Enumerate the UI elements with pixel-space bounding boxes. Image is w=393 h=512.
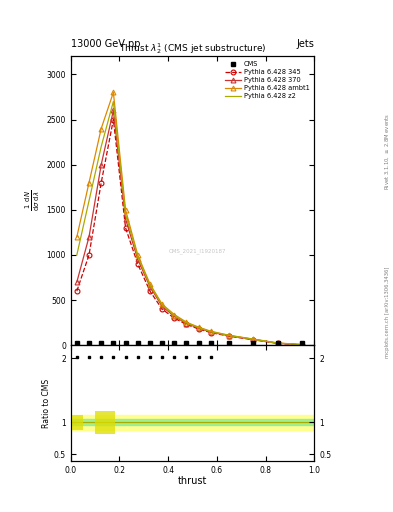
Pythia 6.428 345 (74, 288, 79, 294)
Pythia 6.428 370 (208, 329, 213, 335)
Pythia 6.428 370 (227, 333, 231, 339)
CMS (99, 339, 104, 346)
Line: Pythia 6.428 345: Pythia 6.428 345 (74, 117, 305, 347)
Bar (71, 419, 314, 425)
Bar (71, 415, 83, 430)
Pythia 6.428 z2 (123, 211, 128, 218)
Pythia 6.428 ambt1 (160, 301, 165, 307)
Pythia 6.428 ambt1 (111, 90, 116, 96)
Pythia 6.428 370 (196, 325, 201, 331)
CMS (74, 339, 79, 346)
Pythia 6.428 ambt1 (123, 207, 128, 213)
Pythia 6.428 z2 (99, 143, 104, 150)
Pythia 6.428 345 (172, 315, 177, 321)
Pythia 6.428 ambt1 (136, 252, 140, 258)
CMS (227, 339, 231, 346)
CMS (251, 339, 256, 346)
Line: Pythia 6.428 370: Pythia 6.428 370 (74, 108, 305, 347)
Pythia 6.428 345 (160, 306, 165, 312)
Pythia 6.428 370 (160, 303, 165, 309)
Text: Jets: Jets (297, 38, 314, 49)
Pythia 6.428 ambt1 (275, 340, 280, 346)
Pythia 6.428 370 (148, 284, 152, 290)
Pythia 6.428 z2 (275, 340, 280, 346)
Bar (95, 411, 115, 434)
Pythia 6.428 345 (148, 288, 152, 294)
Pythia 6.428 370 (184, 321, 189, 327)
CMS (86, 339, 91, 346)
Pythia 6.428 ambt1 (148, 281, 152, 287)
Pythia 6.428 z2 (160, 302, 165, 308)
Bar (71, 415, 314, 430)
Pythia 6.428 370 (111, 108, 116, 114)
Pythia 6.428 ambt1 (74, 234, 79, 240)
Pythia 6.428 370 (99, 162, 104, 168)
Line: CMS: CMS (75, 341, 304, 344)
Pythia 6.428 370 (123, 216, 128, 222)
Y-axis label: $\frac{1}{\mathrm{d}\sigma}\frac{\mathrm{d}N}{\mathrm{d}\lambda}$: $\frac{1}{\mathrm{d}\sigma}\frac{\mathrm… (24, 190, 42, 211)
Pythia 6.428 370 (300, 342, 305, 348)
Pythia 6.428 ambt1 (196, 324, 201, 330)
Line: Pythia 6.428 z2: Pythia 6.428 z2 (77, 101, 302, 345)
Text: CMS_2021_I1920187: CMS_2021_I1920187 (169, 249, 226, 254)
Pythia 6.428 ambt1 (172, 311, 177, 317)
Pythia 6.428 345 (136, 261, 140, 267)
CMS (300, 339, 305, 346)
Pythia 6.428 z2 (86, 198, 91, 204)
Pythia 6.428 345 (300, 342, 305, 348)
Legend: CMS, Pythia 6.428 345, Pythia 6.428 370, Pythia 6.428 ambt1, Pythia 6.428 z2: CMS, Pythia 6.428 345, Pythia 6.428 370,… (223, 60, 311, 100)
Pythia 6.428 370 (275, 340, 280, 346)
Text: mcplots.cern.ch [arXiv:1306.3436]: mcplots.cern.ch [arXiv:1306.3436] (385, 266, 389, 358)
Pythia 6.428 345 (251, 337, 256, 343)
Y-axis label: Ratio to CMS: Ratio to CMS (42, 378, 51, 428)
Pythia 6.428 370 (86, 234, 91, 240)
Pythia 6.428 ambt1 (251, 336, 256, 342)
CMS (136, 339, 140, 346)
Pythia 6.428 ambt1 (86, 180, 91, 186)
Pythia 6.428 345 (86, 252, 91, 258)
CMS (123, 339, 128, 346)
Pythia 6.428 z2 (74, 252, 79, 258)
Pythia 6.428 z2 (227, 332, 231, 338)
Pythia 6.428 z2 (196, 325, 201, 331)
CMS (196, 339, 201, 346)
Pythia 6.428 345 (123, 225, 128, 231)
Pythia 6.428 z2 (172, 312, 177, 318)
Pythia 6.428 ambt1 (227, 332, 231, 338)
Line: Pythia 6.428 ambt1: Pythia 6.428 ambt1 (74, 90, 305, 347)
CMS (184, 339, 189, 346)
Pythia 6.428 345 (184, 322, 189, 328)
Pythia 6.428 345 (208, 330, 213, 336)
Pythia 6.428 ambt1 (300, 342, 305, 348)
Text: Rivet 3.1.10, $\geq$ 2.8M events: Rivet 3.1.10, $\geq$ 2.8M events (383, 113, 391, 190)
Title: Thrust $\lambda_2^1$ (CMS jet substructure): Thrust $\lambda_2^1$ (CMS jet substructu… (119, 41, 266, 56)
CMS (172, 339, 177, 346)
Pythia 6.428 z2 (251, 336, 256, 343)
Pythia 6.428 ambt1 (99, 125, 104, 132)
Pythia 6.428 370 (172, 313, 177, 319)
Pythia 6.428 370 (136, 257, 140, 263)
Pythia 6.428 345 (275, 340, 280, 347)
Pythia 6.428 z2 (148, 282, 152, 288)
X-axis label: thrust: thrust (178, 476, 207, 486)
Pythia 6.428 370 (251, 336, 256, 343)
CMS (160, 339, 165, 346)
Pythia 6.428 ambt1 (208, 328, 213, 334)
Pythia 6.428 345 (99, 180, 104, 186)
Pythia 6.428 z2 (184, 320, 189, 326)
Pythia 6.428 345 (227, 333, 231, 339)
Pythia 6.428 z2 (111, 98, 116, 104)
Pythia 6.428 z2 (136, 253, 140, 260)
Pythia 6.428 z2 (300, 342, 305, 348)
Pythia 6.428 370 (74, 279, 79, 285)
CMS (208, 339, 213, 346)
Pythia 6.428 ambt1 (184, 319, 189, 325)
Pythia 6.428 z2 (208, 329, 213, 335)
Pythia 6.428 345 (111, 116, 116, 122)
CMS (275, 339, 280, 346)
Pythia 6.428 345 (196, 326, 201, 332)
CMS (111, 339, 116, 346)
CMS (148, 339, 152, 346)
Text: 13000 GeV pp: 13000 GeV pp (71, 38, 140, 49)
